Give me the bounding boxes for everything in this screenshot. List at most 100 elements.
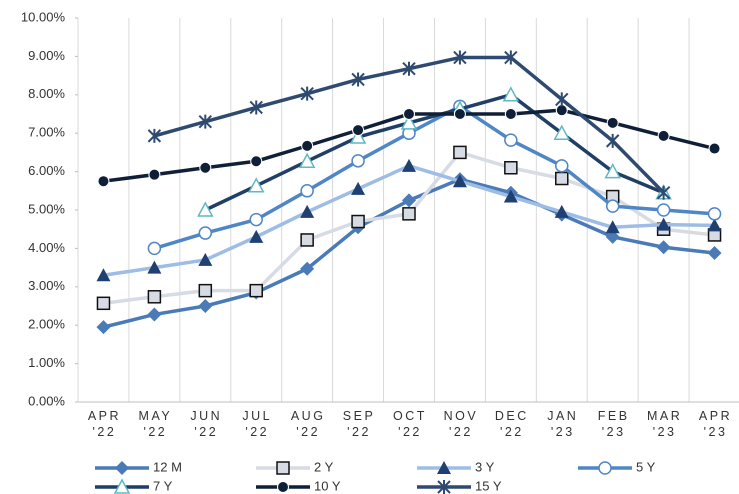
legend-item: 5 Y (578, 459, 656, 475)
marker (351, 214, 365, 229)
marker (708, 142, 721, 155)
legend-item: 10 Y (256, 478, 341, 493)
marker (96, 268, 111, 282)
legend-label: 5 Y (636, 459, 656, 474)
marker (437, 480, 451, 494)
y-tick-label: 0.00% (28, 393, 65, 408)
marker (707, 207, 722, 221)
marker (197, 201, 214, 217)
marker (707, 218, 722, 232)
marker (198, 299, 213, 313)
marker (97, 175, 110, 188)
marker (598, 461, 612, 475)
marker (452, 174, 467, 188)
y-tick-label: 4.00% (28, 240, 65, 255)
x-tick-label: OCT '22 (393, 409, 427, 439)
marker (554, 204, 569, 218)
legend-item: 7 Y (95, 478, 173, 494)
x-tick-label: MAY '22 (138, 409, 173, 439)
marker (115, 461, 129, 475)
marker (249, 229, 264, 243)
marker (453, 108, 466, 120)
marker (96, 320, 111, 335)
marker (605, 229, 620, 244)
marker (400, 114, 418, 130)
marker (504, 108, 517, 120)
marker (656, 203, 671, 217)
marker (147, 241, 162, 256)
marker (605, 199, 620, 213)
legend-item: 12 M (95, 459, 182, 475)
legend-item: 3 Y (417, 459, 495, 474)
marker (555, 92, 569, 107)
marker (402, 207, 416, 221)
marker (604, 163, 621, 179)
marker (504, 161, 518, 175)
legend-label: 2 Y (314, 459, 334, 474)
legend-item: 15 Y (417, 478, 502, 494)
marker (605, 220, 620, 234)
series-line (204, 93, 665, 212)
marker (606, 116, 619, 129)
marker (247, 177, 265, 193)
marker (198, 114, 213, 129)
marker (300, 86, 314, 101)
marker (553, 124, 571, 140)
y-tick-label: 7.00% (28, 125, 65, 140)
marker (403, 108, 415, 120)
marker (437, 461, 451, 474)
marker (113, 478, 131, 494)
y-tick-label: 8.00% (28, 86, 65, 101)
marker (249, 212, 263, 227)
marker (502, 86, 520, 102)
marker (148, 168, 161, 181)
marker (298, 152, 316, 168)
x-tick-label: JUN '22 (190, 409, 223, 439)
x-tick-label: DEC '22 (494, 409, 529, 439)
marker (249, 100, 263, 115)
marker (656, 217, 671, 231)
marker (276, 461, 290, 475)
marker (351, 181, 366, 195)
marker (277, 481, 289, 493)
legend-label: 7 Y (153, 478, 173, 493)
x-tick-label: MAR '23 (646, 409, 683, 439)
x-tick-label: JUL '22 (242, 409, 273, 439)
y-tick-label: 1.00% (28, 355, 65, 370)
x-tick-label: JAN '23 (547, 409, 579, 439)
x-tick-label: SEP '22 (342, 409, 376, 439)
marker (555, 159, 569, 173)
marker (605, 133, 620, 148)
marker (301, 139, 314, 152)
marker (504, 133, 518, 147)
x-tick-label: APR '23 (698, 409, 733, 439)
y-tick-label: 6.00% (28, 163, 65, 178)
marker (300, 233, 314, 247)
marker (351, 72, 365, 87)
marker (349, 128, 367, 144)
marker (198, 226, 213, 240)
legend-label: 15 Y (475, 478, 502, 493)
marker (147, 128, 162, 143)
marker (250, 155, 263, 168)
marker (300, 204, 315, 218)
marker (555, 171, 569, 186)
marker (147, 260, 162, 274)
marker (351, 154, 365, 168)
legend-label: 10 Y (314, 478, 341, 493)
y-tick-label: 3.00% (28, 278, 65, 293)
y-tick-label: 10.00% (21, 9, 66, 24)
marker (147, 290, 162, 304)
legend-label: 12 M (153, 459, 182, 474)
marker (656, 240, 671, 255)
marker (199, 161, 212, 174)
legend-item: 2 Y (256, 459, 334, 475)
y-tick-label: 9.00% (28, 48, 65, 63)
marker (300, 184, 314, 198)
marker (656, 185, 671, 200)
marker (504, 50, 518, 65)
marker (657, 129, 670, 142)
marker (707, 246, 722, 261)
